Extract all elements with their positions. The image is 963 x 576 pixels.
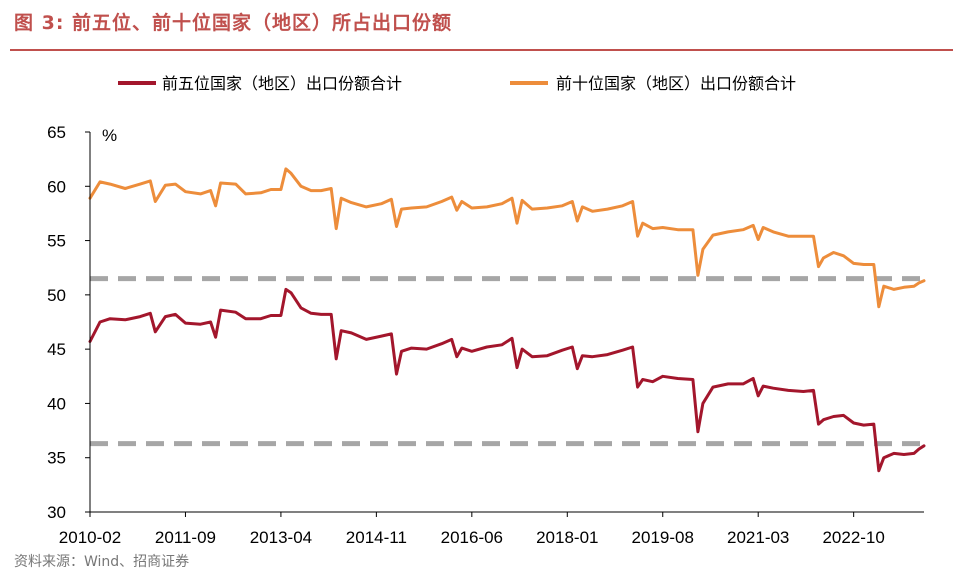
x-tick-label: 2010-02 <box>59 528 121 545</box>
y-unit-label: % <box>102 126 117 145</box>
y-tick-label: 40 <box>47 394 66 413</box>
x-tick-label: 2014-11 <box>346 528 407 545</box>
x-tick-label: 2022-10 <box>822 528 884 545</box>
title-rule <box>10 49 953 51</box>
x-axis-ticks: 2010-02 2011-09 2013-04 2014-11 2016-06 2018-… <box>59 512 885 545</box>
reference-lines <box>90 276 924 447</box>
legend: 前五位国家（地区）出口份额合计 前十位国家（地区）出口份额合计 <box>118 74 796 93</box>
legend-label: 前五位国家（地区）出口份额合计 <box>162 74 402 93</box>
x-tick-label: 2016-06 <box>441 528 503 545</box>
series-line-top5 <box>88 287 926 473</box>
axes <box>89 132 924 513</box>
y-tick-label: 35 <box>47 449 66 468</box>
series-lines <box>88 167 926 473</box>
x-tick-label: 2013-04 <box>250 528 312 545</box>
y-tick-label: 30 <box>47 503 66 522</box>
y-tick-label: 55 <box>47 232 66 251</box>
source-note: 资料来源：Wind、招商证券 <box>14 554 190 570</box>
line-chart: 前五位国家（地区）出口份额合计 前十位国家（地区）出口份额合计 % 30 35 40 4… <box>47 74 926 545</box>
y-tick-label: 50 <box>47 286 66 305</box>
chart-title: 图 3: 前五位、前十位国家（地区）所占出口份额 <box>14 12 453 34</box>
y-axis-ticks: 30 35 40 45 50 55 60 65 <box>47 123 90 522</box>
x-tick-label: 2018-01 <box>536 528 598 545</box>
x-tick-label: 2011-09 <box>155 528 216 545</box>
y-tick-label: 45 <box>47 340 66 359</box>
x-tick-label: 2021-03 <box>727 528 789 545</box>
series-line-top10 <box>88 167 926 309</box>
y-tick-label: 60 <box>47 177 66 196</box>
x-tick-label: 2019-08 <box>632 528 694 545</box>
y-tick-label: 65 <box>47 123 66 142</box>
legend-label: 前十位国家（地区）出口份额合计 <box>556 74 796 93</box>
